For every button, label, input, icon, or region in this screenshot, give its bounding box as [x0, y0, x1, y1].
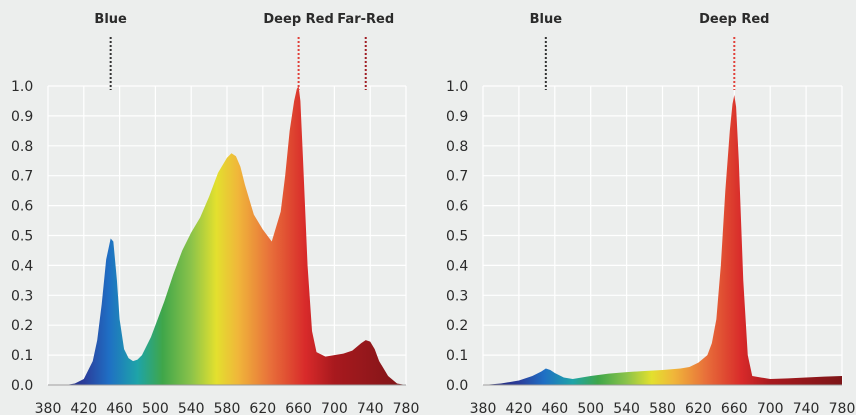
y-tick-label: 0.2: [446, 318, 468, 334]
y-tick-label: 0.1: [446, 348, 468, 364]
y-tick-label: 1.0: [446, 79, 468, 95]
x-tick-label: 700: [757, 401, 784, 415]
x-tick-label: 420: [506, 401, 533, 415]
y-tick-label: 0.7: [11, 169, 33, 185]
x-tick-label: 460: [541, 401, 568, 415]
y-tick-label: 0.9: [11, 109, 33, 125]
x-tick-label: 660: [721, 401, 748, 415]
y-tick-label: 0.8: [11, 139, 33, 155]
x-tick-label: 620: [249, 401, 276, 415]
y-tick-label: 0.1: [11, 348, 33, 364]
peak-label: Deep Red: [699, 12, 769, 27]
x-tick-label: 460: [106, 401, 133, 415]
x-tick-label: 580: [649, 401, 676, 415]
peak-label: Deep Red: [263, 12, 333, 27]
y-tick-label: 0.0: [446, 378, 468, 394]
peak-label: Blue: [530, 12, 563, 27]
chart-right: Blue Deep Red 0.0 0.1 0.2 0.3 0.4 0.5 0.6 0.7 0.8 0…: [446, 12, 855, 415]
peak-label: Far-Red: [337, 12, 394, 27]
x-tick-label: 620: [685, 401, 712, 415]
x-tick-label: 660: [285, 401, 312, 415]
y-tick-label: 0.0: [11, 378, 33, 394]
x-tick-label: 780: [829, 401, 856, 415]
x-tick-label: 740: [357, 401, 384, 415]
y-tick-label: 0.9: [446, 109, 468, 125]
x-tick-label: 380: [470, 401, 497, 415]
y-tick-label: 0.8: [446, 139, 468, 155]
x-tick-label: 700: [321, 401, 348, 415]
y-tick-label: 0.3: [11, 288, 33, 304]
x-tick-label: 780: [393, 401, 420, 415]
x-tick-label: 420: [70, 401, 97, 415]
y-tick-label: 0.5: [11, 229, 33, 245]
x-tick-label: 380: [35, 401, 62, 415]
x-tick-label: 500: [142, 401, 169, 415]
x-tick-label: 500: [577, 401, 604, 415]
x-tick-label: 540: [613, 401, 640, 415]
y-tick-label: 0.3: [446, 288, 468, 304]
peak-label: Blue: [94, 12, 127, 27]
y-tick-label: 1.0: [11, 79, 33, 95]
spectrum-area: [48, 86, 406, 385]
y-tick-label: 0.4: [446, 258, 468, 274]
y-tick-label: 0.6: [446, 199, 468, 215]
x-tick-label: 740: [793, 401, 820, 415]
x-tick-label: 580: [214, 401, 241, 415]
y-tick-label: 0.5: [446, 229, 468, 245]
y-tick-label: 0.4: [11, 258, 33, 274]
y-tick-label: 0.7: [446, 169, 468, 185]
chart-left: Blue Deep Red Far-Red 0.0 0.1 0.2 0.3 0.4 0.5 0.6…: [11, 12, 419, 415]
x-tick-label: 540: [178, 401, 205, 415]
y-tick-label: 0.2: [11, 318, 33, 334]
y-tick-label: 0.6: [11, 199, 33, 215]
